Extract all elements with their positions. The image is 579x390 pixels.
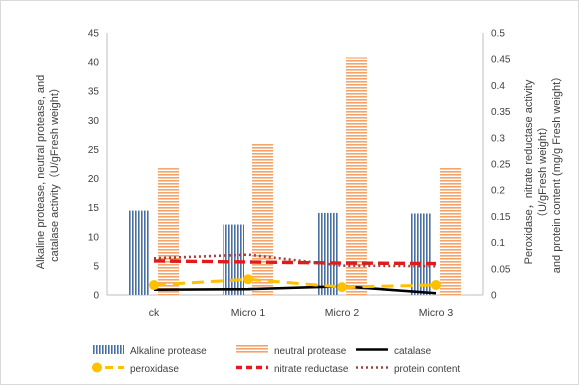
point-peroxidase: [243, 274, 253, 285]
bar-alkaline-protease: [129, 210, 150, 295]
left-tick-label: 5: [93, 261, 99, 272]
right-axis-title-line: Peroxidase，nitrate reductase activity: [523, 79, 535, 264]
category-label: Micro 2: [325, 307, 360, 319]
left-tick-label: 25: [88, 145, 100, 156]
left-axis-title-line: Alkaline protease, neutral protease, and: [35, 75, 47, 269]
point-peroxidase: [337, 282, 347, 293]
right-axis-title: Peroxidase，nitrate reductase activity （U/…: [523, 71, 563, 273]
right-tick-label: 0.3: [491, 133, 505, 144]
legend-label-peroxidase: peroxidase: [130, 364, 179, 375]
legend-swatch-alkaline-protease: [92, 345, 124, 354]
right-tick-label: 0.2: [491, 186, 505, 197]
left-tick-label: 15: [88, 203, 100, 214]
legend-swatch-neutral-protease: [236, 345, 268, 354]
bar-neutral-protease: [440, 166, 461, 295]
bar-neutral-protease: [158, 168, 179, 295]
legend-marker-peroxidase: [92, 362, 102, 373]
legend-item-alkaline-protease: Alkaline protease: [92, 345, 207, 357]
category-label: Micro 3: [419, 307, 454, 319]
legend-item-peroxidase: peroxidase: [92, 362, 179, 375]
right-tick-label: 0.5: [491, 29, 505, 40]
right-axis-title-line: and protein content (mg/g Fresh weight）: [550, 71, 563, 273]
line-peroxidase: [153, 277, 437, 289]
right-tick-label: 0.05: [491, 264, 511, 275]
right-tick-label: 0.4: [491, 81, 505, 92]
left-tick-label: 35: [88, 87, 100, 98]
legend-label-neutral-protease: neutral protease: [274, 346, 347, 357]
left-tick-label: 45: [88, 29, 100, 40]
left-tick-label: 30: [88, 116, 100, 127]
bar-neutral-protease: [346, 57, 367, 295]
bar-alkaline-protease: [223, 224, 244, 295]
point-peroxidase: [431, 280, 441, 291]
right-tick-label: 0.45: [491, 55, 511, 66]
legend-label-alkaline-protease: Alkaline protease: [130, 346, 207, 357]
line-catalase: [153, 284, 437, 295]
legend-label-nitrate-reductase: nitrate reductase: [274, 364, 349, 375]
left-axis-title: Alkaline protease, neutral protease, and…: [35, 75, 61, 269]
bar-alkaline-protease: [317, 212, 338, 295]
right-tick-label: 0.1: [491, 238, 505, 249]
legend-item-neutral-protease: neutral protease: [236, 345, 347, 357]
legend-item-nitrate-reductase: nitrate reductase: [236, 364, 349, 375]
left-tick-label: 20: [88, 174, 100, 185]
legend-label-catalase: catalase: [394, 346, 432, 357]
point-peroxidase: [149, 280, 159, 291]
category-label: Micro 1: [231, 307, 266, 319]
line-protein-content: [153, 253, 437, 268]
left-axis-title-line: catalase activity（U/gFresh weight）: [48, 82, 61, 262]
left-tick-label: 10: [88, 232, 100, 243]
left-tick-label: 40: [88, 58, 100, 69]
right-tick-label: 0.15: [491, 212, 511, 223]
bar-alkaline-protease: [411, 213, 432, 295]
right-tick-label: 0.25: [491, 160, 511, 171]
legend-label-protein-content: protein content: [394, 364, 460, 375]
legend-item-protein-content: protein content: [356, 364, 460, 375]
left-tick-label: 0: [93, 291, 99, 302]
right-tick-label: 0: [491, 291, 497, 302]
category-label: ck: [149, 307, 160, 319]
bar-neutral-protease: [252, 143, 273, 295]
right-tick-label: 0.35: [491, 107, 511, 118]
legend-item-catalase: catalase: [356, 346, 432, 357]
right-axis-title-line: （U/gFresh weight）: [536, 121, 549, 223]
